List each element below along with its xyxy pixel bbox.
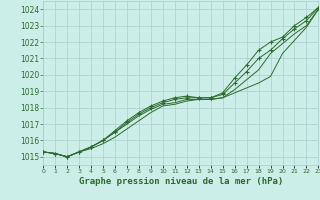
X-axis label: Graphe pression niveau de la mer (hPa): Graphe pression niveau de la mer (hPa) [79, 177, 283, 186]
